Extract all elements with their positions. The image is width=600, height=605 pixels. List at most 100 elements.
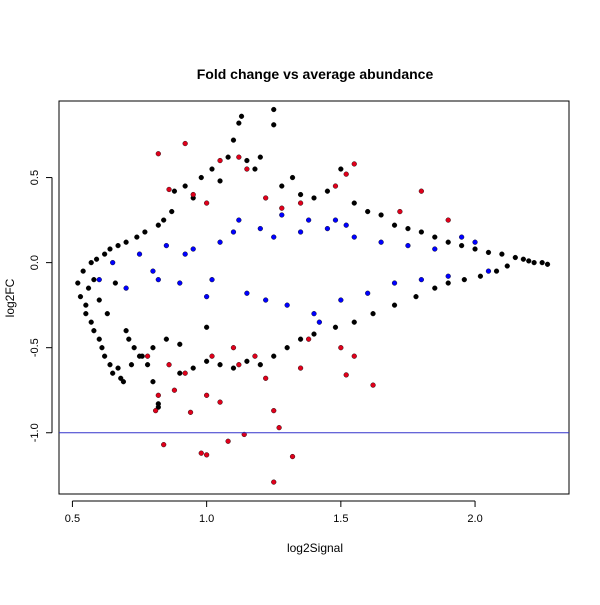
data-point (155, 392, 161, 398)
data-point (365, 208, 371, 215)
data-point (351, 319, 357, 325)
data-point (96, 297, 102, 303)
data-point (445, 273, 451, 279)
data-point (297, 191, 304, 198)
data-point (512, 254, 518, 261)
data-point (150, 268, 156, 274)
data-point (405, 243, 411, 249)
data-point (177, 280, 183, 286)
data-point (459, 243, 465, 249)
data-point (99, 345, 105, 351)
data-point (177, 341, 183, 347)
data-point (155, 151, 161, 157)
data-point (115, 243, 121, 249)
data-point (142, 229, 148, 235)
data-point (252, 166, 258, 172)
data-point (391, 302, 398, 308)
data-point (284, 302, 290, 308)
y-tick-label: 0.5 (29, 170, 41, 185)
data-point (297, 200, 304, 206)
data-point (85, 285, 92, 291)
data-point (88, 260, 94, 266)
data-point (93, 256, 100, 262)
data-point (445, 280, 451, 286)
data-point (118, 375, 124, 381)
data-point (332, 183, 339, 189)
data-point (351, 353, 357, 359)
data-point (432, 234, 438, 240)
data-point (271, 234, 277, 240)
y-axis: -1.0 -0.5 0.0 0.5 (29, 170, 53, 442)
data-point (445, 239, 451, 245)
data-point (217, 157, 223, 164)
data-point (123, 328, 129, 334)
data-point (244, 290, 250, 296)
data-point (217, 399, 223, 405)
data-point (217, 362, 223, 368)
data-point (128, 362, 135, 368)
data-point (485, 249, 492, 256)
data-point (279, 212, 285, 218)
data-point (418, 277, 424, 283)
data-point (83, 311, 89, 317)
data-point (110, 370, 116, 376)
data-point (391, 222, 398, 228)
data-point (370, 311, 376, 317)
data-point (276, 425, 282, 431)
data-point (236, 362, 242, 368)
data-point (204, 392, 210, 398)
data-point (238, 113, 245, 119)
x-axis-label: log2Signal (287, 541, 343, 555)
data-point (190, 191, 196, 198)
data-point (297, 365, 304, 371)
data-point (217, 239, 223, 245)
data-point (257, 226, 263, 232)
data-point (217, 178, 223, 184)
data-point (338, 345, 344, 351)
data-point (297, 336, 304, 342)
data-point (252, 353, 258, 359)
data-point (204, 452, 210, 458)
data-point (338, 297, 344, 303)
data-point (198, 450, 204, 456)
data-point (378, 212, 384, 218)
data-point (96, 336, 102, 342)
data-point (163, 243, 169, 249)
data-point (166, 362, 172, 368)
data-point (324, 188, 331, 194)
data-point (343, 222, 349, 228)
data-point (504, 263, 510, 269)
data-point (499, 251, 505, 257)
x-tick-label: 1.0 (199, 513, 214, 525)
data-point (230, 229, 237, 235)
data-point (123, 239, 129, 245)
data-point (107, 246, 113, 252)
y-tick-label: 0.0 (29, 255, 41, 270)
data-point (418, 229, 424, 235)
data-point (104, 311, 110, 317)
data-point (139, 353, 145, 359)
data-point (120, 379, 127, 385)
data-point (150, 379, 156, 385)
data-point (445, 217, 451, 223)
data-point (279, 183, 285, 189)
data-point (182, 183, 188, 189)
data-point (405, 226, 411, 232)
data-point (187, 409, 194, 415)
data-point (263, 195, 269, 201)
y-axis-label: log2FC (3, 278, 17, 317)
data-point (338, 166, 344, 172)
data-point (171, 188, 178, 194)
chart-title: Fold change vs average abundance (197, 66, 434, 82)
data-point (477, 273, 484, 279)
data-point (271, 479, 277, 485)
data-point (115, 365, 121, 371)
data-point (155, 222, 161, 228)
data-point (311, 311, 317, 317)
data-point (244, 166, 250, 172)
data-point (284, 345, 290, 351)
data-point (166, 186, 172, 193)
data-point (306, 336, 312, 342)
data-point (230, 345, 237, 351)
